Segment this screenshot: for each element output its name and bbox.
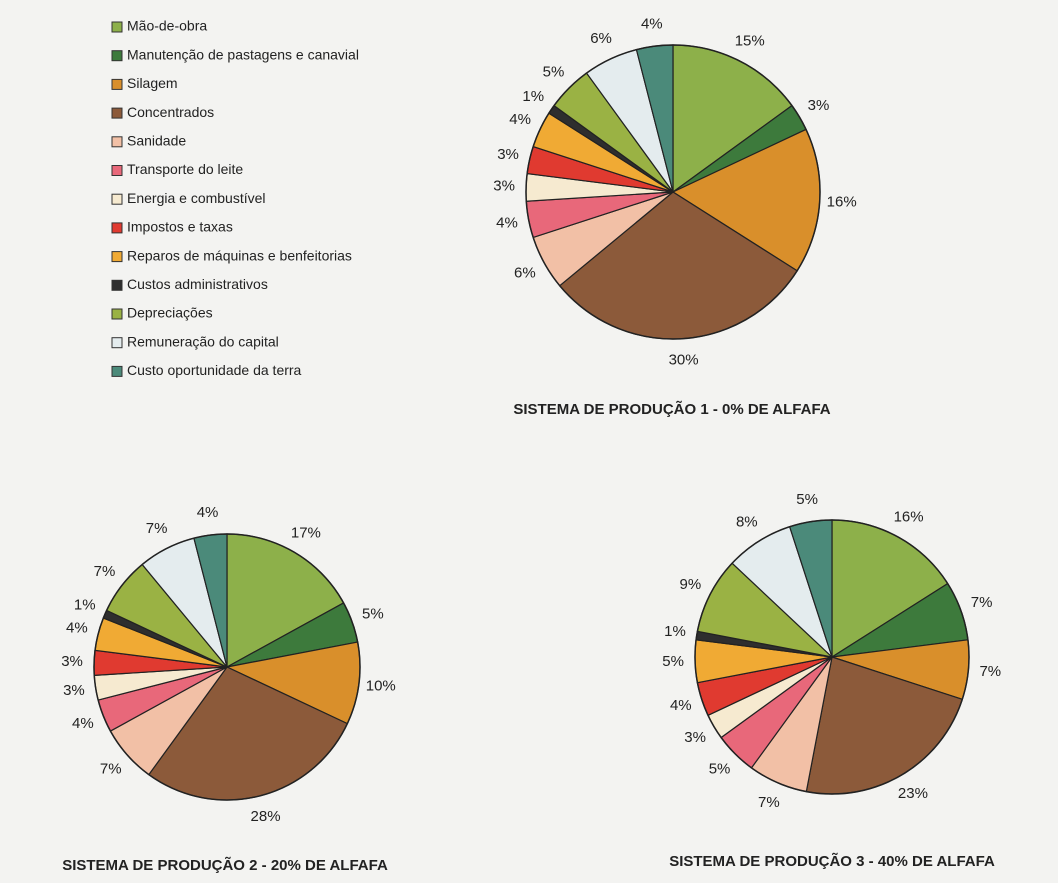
slice-label: 17% <box>291 525 321 542</box>
legend-label: Custos administrativos <box>127 276 268 292</box>
slice-label: 4% <box>496 215 518 232</box>
legend-swatch <box>111 193 123 205</box>
slice-label: 8% <box>736 514 758 531</box>
legend-swatch <box>111 136 123 148</box>
slice-label: 4% <box>197 504 219 521</box>
slice-label: 5% <box>662 653 684 670</box>
slice-label: 6% <box>514 264 536 281</box>
slice-label: 7% <box>94 563 116 580</box>
slice-label: 10% <box>366 677 396 694</box>
slice-label: 30% <box>669 352 699 369</box>
slice-label: 3% <box>493 178 515 195</box>
slice-label: 23% <box>898 785 928 802</box>
slice-label: 3% <box>63 682 85 699</box>
legend-label: Mão-de-obra <box>127 18 207 34</box>
legend-label: Depreciações <box>127 305 213 321</box>
legend-swatch <box>111 279 123 291</box>
slice-label: 3% <box>61 653 83 670</box>
legend-label: Silagem <box>127 75 178 91</box>
slice-label: 3% <box>497 146 519 163</box>
legend-swatch <box>111 222 123 234</box>
legend-label: Concentrados <box>127 104 214 120</box>
slice-label: 1% <box>522 88 544 105</box>
legend-label: Custo oportunidade da terra <box>127 362 302 378</box>
slice-label: 6% <box>590 30 612 47</box>
pie-outline <box>525 44 821 340</box>
legend-swatch <box>111 78 123 90</box>
pie-outline <box>93 533 361 801</box>
legend-swatch <box>111 107 123 119</box>
legend-swatch <box>111 165 123 176</box>
slice-label: 16% <box>827 194 857 211</box>
slice-label: 5% <box>796 491 818 508</box>
slice-label: 7% <box>146 520 168 537</box>
legend-swatch <box>111 337 123 349</box>
slice-label: 7% <box>758 794 780 811</box>
slice-label: 7% <box>100 760 122 777</box>
legend-swatch <box>111 21 123 33</box>
slice-label: 5% <box>362 605 384 622</box>
slice-label: 3% <box>684 729 706 746</box>
slice-label: 4% <box>509 111 531 128</box>
legend-label: Impostos e taxas <box>127 219 233 235</box>
legend-label: Transporte do leite <box>127 161 243 177</box>
legend-swatch <box>111 50 123 62</box>
slice-label: 1% <box>664 623 686 640</box>
slice-label: 15% <box>735 32 765 49</box>
legend-label: Sanidade <box>127 133 186 149</box>
slice-label: 1% <box>74 596 96 613</box>
slice-label: 28% <box>251 808 281 825</box>
legend-swatch <box>111 365 123 377</box>
slice-label: 9% <box>679 576 701 593</box>
legend-swatch <box>111 308 123 320</box>
legend-swatch <box>111 251 123 263</box>
slice-label: 4% <box>72 715 94 732</box>
slice-label: 4% <box>670 697 692 714</box>
chart-title: SISTEMA DE PRODUÇÃO 2 - 20% DE ALFAFA <box>62 856 388 874</box>
legend-label: Energia e combustível <box>127 190 266 206</box>
chart-title: SISTEMA DE PRODUÇÃO 1 - 0% DE ALFAFA <box>513 400 830 418</box>
slice-label: 16% <box>894 509 924 526</box>
legend-label: Remuneração do capital <box>127 333 279 349</box>
slice-label: 7% <box>979 663 1001 680</box>
slice-label: 5% <box>543 63 565 80</box>
slice-label: 5% <box>709 760 731 777</box>
legend-label: Reparos de máquinas e benfeitorias <box>127 247 352 263</box>
pie-outline <box>694 519 970 795</box>
slice-label: 3% <box>808 97 830 114</box>
legend-label: Manutenção de pastagens e canavial <box>127 46 359 62</box>
slice-label: 4% <box>641 15 663 32</box>
slice-label: 4% <box>66 619 88 636</box>
chart-title: SISTEMA DE PRODUÇÃO 3 - 40% DE ALFAFA <box>669 852 995 870</box>
slice-label: 7% <box>971 594 993 611</box>
